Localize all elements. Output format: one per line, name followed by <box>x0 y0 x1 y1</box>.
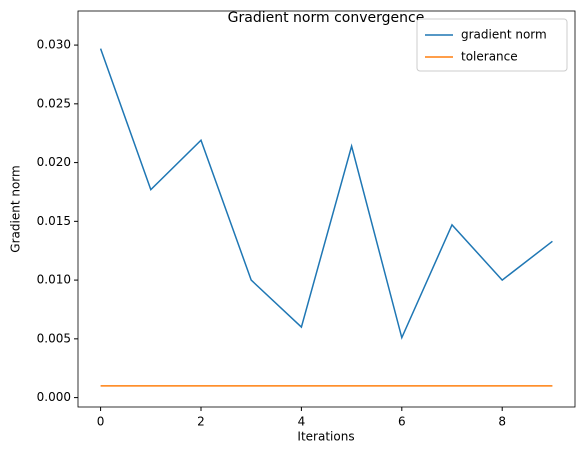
data-line <box>99 48 553 340</box>
y-tick-label: 0.025 <box>37 96 71 110</box>
x-axis-label: Iterations <box>297 430 354 444</box>
y-tick-label: 0.000 <box>37 390 71 404</box>
legend-label: tolerance <box>461 50 518 64</box>
x-tick-label: 6 <box>398 415 406 429</box>
y-tick-label: 0.015 <box>37 214 71 228</box>
y-tick-label: 0.030 <box>37 38 71 52</box>
x-tick-label: 4 <box>298 415 306 429</box>
y-tick-label: 0.005 <box>37 331 71 345</box>
y-tick-label: 0.020 <box>37 155 71 169</box>
legend-label: gradient norm <box>461 28 547 42</box>
x-tick-label: 2 <box>197 415 205 429</box>
chart-title: Gradient norm convergence <box>228 10 425 26</box>
y-axis-label: Gradient norm <box>9 165 23 252</box>
x-tick-label: 8 <box>498 415 506 429</box>
legend-box <box>416 18 568 72</box>
x-tick-label: 0 <box>97 415 105 429</box>
y-tick-label: 0.010 <box>37 273 71 287</box>
plot-frame <box>77 10 576 408</box>
